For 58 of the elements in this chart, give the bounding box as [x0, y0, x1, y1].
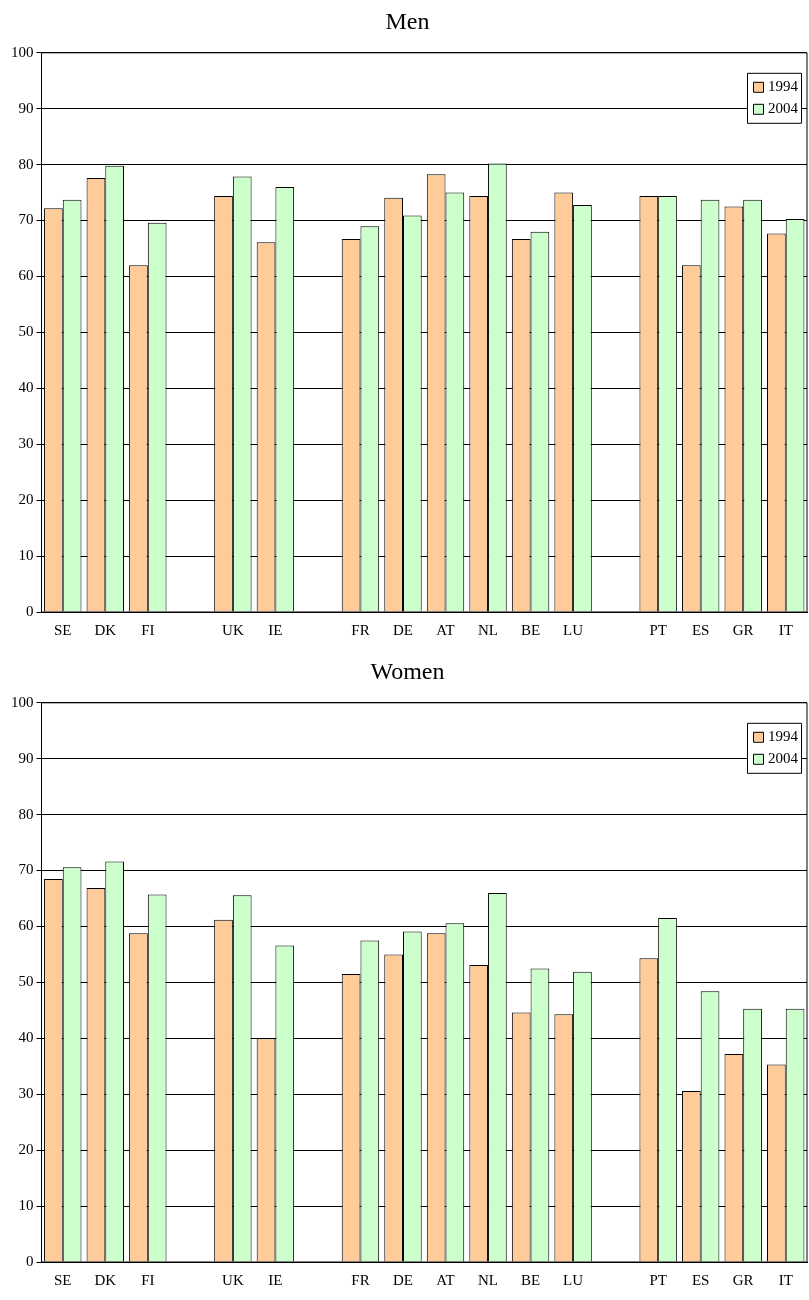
y-tick-label: 70 [18, 861, 34, 878]
y-tick-label: 70 [18, 211, 34, 228]
y-tick-label: 50 [18, 323, 34, 340]
y-tick-label: 30 [18, 1085, 34, 1102]
x-tick-label: DK [94, 1271, 117, 1288]
x-tick-label: ES [691, 621, 710, 638]
x-tick-label: LU [563, 1271, 584, 1288]
y-tick-label: 80 [18, 155, 34, 172]
legend-label: 1994 [768, 727, 799, 744]
x-tick-label: BE [520, 1271, 541, 1288]
y-tick-label: 90 [18, 749, 34, 766]
y-tick-label: 0 [26, 1252, 34, 1269]
x-tick-label: UK [222, 1271, 244, 1288]
y-tick-label: 10 [18, 547, 34, 564]
x-tick-label: FR [351, 1271, 370, 1288]
y-tick-label: 20 [18, 491, 34, 508]
x-tick-label: BE [520, 621, 541, 638]
x-tick-label: SE [54, 1271, 72, 1288]
y-tick-label: 80 [18, 805, 34, 822]
y-tick-label: 20 [18, 1141, 34, 1158]
y-tick-label: 40 [18, 1029, 34, 1046]
x-tick-label: IE [268, 621, 283, 638]
chart-title: Men [385, 7, 430, 34]
x-tick-label: AT [436, 621, 455, 638]
x-tick-label: FI [141, 1271, 155, 1288]
y-tick-label: 60 [18, 917, 34, 934]
x-tick-label: LU [563, 621, 584, 638]
y-tick-label: 60 [18, 267, 34, 284]
legend-label: 1994 [768, 77, 799, 94]
x-tick-label: PT [649, 621, 667, 638]
x-tick-label: FI [141, 621, 155, 638]
x-tick-label: ES [691, 1271, 710, 1288]
y-tick-label: 90 [18, 99, 34, 116]
x-tick-label: AT [436, 1271, 455, 1288]
x-tick-label: NL [478, 621, 499, 638]
chart-title: Women [370, 657, 445, 684]
x-tick-label: SE [54, 621, 72, 638]
y-tick-label: 40 [18, 379, 34, 396]
x-tick-label: DE [392, 621, 413, 638]
x-tick-label: PT [649, 1271, 667, 1288]
x-tick-label: GR [732, 1271, 754, 1288]
x-tick-label: IT [778, 621, 793, 638]
y-tick-label: 0 [26, 602, 34, 619]
x-tick-label: GR [732, 621, 754, 638]
y-tick-label: 30 [18, 435, 34, 452]
y-tick-label: 10 [18, 1197, 34, 1214]
x-tick-label: NL [478, 1271, 499, 1288]
x-tick-label: FR [351, 621, 370, 638]
x-tick-label: DE [392, 1271, 413, 1288]
x-tick-label: UK [222, 621, 244, 638]
y-tick-label: 100 [11, 693, 34, 710]
y-tick-label: 50 [18, 973, 34, 990]
legend-label: 2004 [768, 749, 799, 766]
x-tick-label: DK [94, 621, 117, 638]
legend-label: 2004 [768, 99, 799, 116]
x-tick-label: IT [778, 1271, 793, 1288]
x-tick-label: IE [268, 1271, 283, 1288]
y-tick-label: 100 [11, 43, 34, 60]
